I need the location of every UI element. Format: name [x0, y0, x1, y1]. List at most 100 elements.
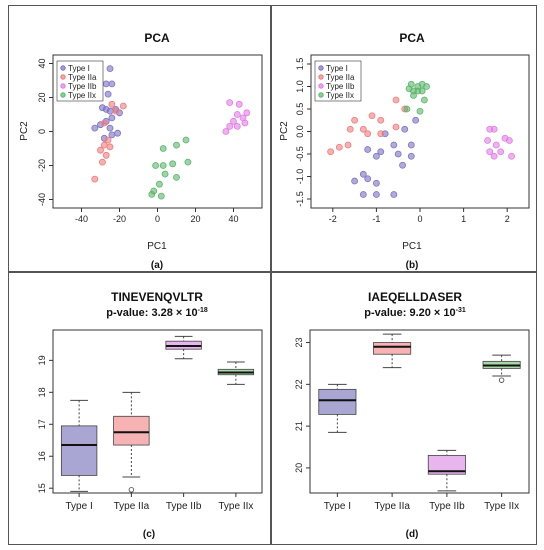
data-point	[327, 148, 335, 156]
panel-label: (d)	[406, 529, 419, 540]
boxplot-d: IAEQELLDASER p-value: 9.20 × 10-31 (d) 2…	[294, 290, 530, 540]
p-value-exponent: -18	[198, 307, 208, 314]
legend-entry: Type IIa	[68, 73, 97, 82]
x-tick-label: -1	[372, 214, 380, 224]
data-point	[373, 152, 380, 160]
data-point	[226, 123, 234, 130]
category-label: Type IIa	[114, 501, 150, 512]
y-tick-label: -1.5	[295, 191, 305, 207]
y-tick-label: -20	[37, 159, 47, 172]
y-tick-label: -1.0	[295, 169, 305, 185]
panel-label: (c)	[143, 529, 155, 540]
data-point	[351, 116, 358, 124]
panel-a: PCA PC1 PC2 (a) -40 -20 0 20 40 -40 -20 0 20 40 Ty…	[8, 5, 271, 272]
data-point	[418, 87, 426, 95]
x-axis-label: PC1	[147, 241, 167, 252]
data-point	[155, 180, 163, 188]
data-point	[152, 162, 160, 169]
legend-entry: Type IIx	[326, 91, 354, 100]
y-tick-label: 1.5	[295, 58, 305, 71]
data-point	[184, 158, 192, 166]
legend-marker	[318, 83, 324, 89]
legend-entry: Type IIa	[326, 73, 355, 82]
data-point	[373, 179, 380, 187]
data-point	[100, 141, 108, 149]
data-point	[368, 112, 376, 120]
y-axis-label: PC2	[19, 121, 30, 141]
data-point	[173, 173, 180, 181]
data-point	[108, 114, 116, 122]
x-tick-label: 0	[155, 214, 160, 224]
data-point	[359, 170, 367, 178]
data-point	[423, 83, 430, 90]
y-tick-label: 0	[37, 129, 47, 134]
data-point	[230, 117, 237, 125]
data-point	[108, 80, 116, 88]
data-point	[392, 96, 400, 104]
data-point	[335, 143, 343, 151]
data-point	[497, 148, 505, 156]
legend-marker	[318, 74, 324, 80]
data-point	[161, 170, 169, 178]
category-label: Type IIx	[218, 501, 253, 512]
category-label: Type IIb	[429, 501, 465, 512]
p-value-base: p-value: 3.28 × 10	[106, 307, 197, 319]
y-tick-label: 17	[37, 419, 47, 429]
data-point	[159, 145, 167, 152]
panel-label: (a)	[151, 260, 163, 271]
data-point	[364, 130, 372, 138]
y-tick-label: -0.5	[295, 146, 305, 162]
data-point	[119, 102, 127, 110]
data-point	[148, 190, 156, 198]
data-point	[407, 141, 415, 149]
data-point	[222, 128, 230, 135]
data-point	[508, 152, 515, 160]
data-point	[390, 141, 398, 149]
x-tick-label: -40	[75, 214, 88, 224]
data-point	[346, 125, 354, 133]
data-point	[157, 192, 165, 200]
y-tick-label: 15	[37, 483, 47, 493]
box-iqr	[113, 415, 150, 446]
data-point	[104, 136, 112, 144]
data-point	[377, 116, 385, 124]
data-point	[484, 137, 491, 144]
legend-entry: Type I	[326, 64, 348, 73]
legend-marker	[318, 92, 324, 98]
y-tick-label: 18	[37, 387, 47, 397]
data-point	[104, 90, 112, 98]
p-value: p-value: 9.20 × 10-31	[364, 307, 466, 319]
chart-title: TINEVENQVLTR	[111, 290, 203, 304]
data-point	[106, 107, 114, 115]
data-point	[159, 162, 167, 169]
data-point	[91, 175, 99, 183]
legend-marker	[60, 92, 66, 98]
plot-frame	[309, 329, 530, 494]
data-point	[359, 191, 367, 198]
data-point	[102, 80, 110, 88]
p-value: p-value: 3.28 × 10-18	[106, 307, 208, 319]
data-point	[169, 160, 177, 168]
data-point	[344, 141, 352, 149]
legend-entry: Type IIb	[326, 82, 355, 91]
y-tick-label: 20	[294, 463, 304, 473]
data-point	[233, 123, 241, 130]
panel-c: TINEVENQVLTR p-value: 3.28 × 10-18 (c) 1…	[8, 272, 271, 545]
data-point	[416, 107, 424, 115]
data-point	[233, 111, 241, 118]
data-point	[114, 129, 121, 137]
data-point	[106, 65, 114, 72]
panel-b: PCA PC1 PC2 (b) -2 -1 0 1 2 -1.5 -1.0 -0.5 0.0 0.…	[271, 5, 537, 272]
data-point	[243, 109, 251, 117]
data-point	[91, 124, 99, 132]
y-tick-label: 0.0	[295, 125, 305, 138]
data-point	[108, 100, 116, 108]
category-label: Type I	[66, 501, 93, 512]
data-point	[377, 130, 385, 138]
x-tick-label: -20	[113, 214, 126, 224]
data-point	[390, 191, 398, 198]
data-point	[407, 152, 415, 160]
data-point	[108, 131, 116, 139]
box-iqr	[318, 388, 357, 415]
x-axis-label: PC1	[402, 241, 422, 252]
